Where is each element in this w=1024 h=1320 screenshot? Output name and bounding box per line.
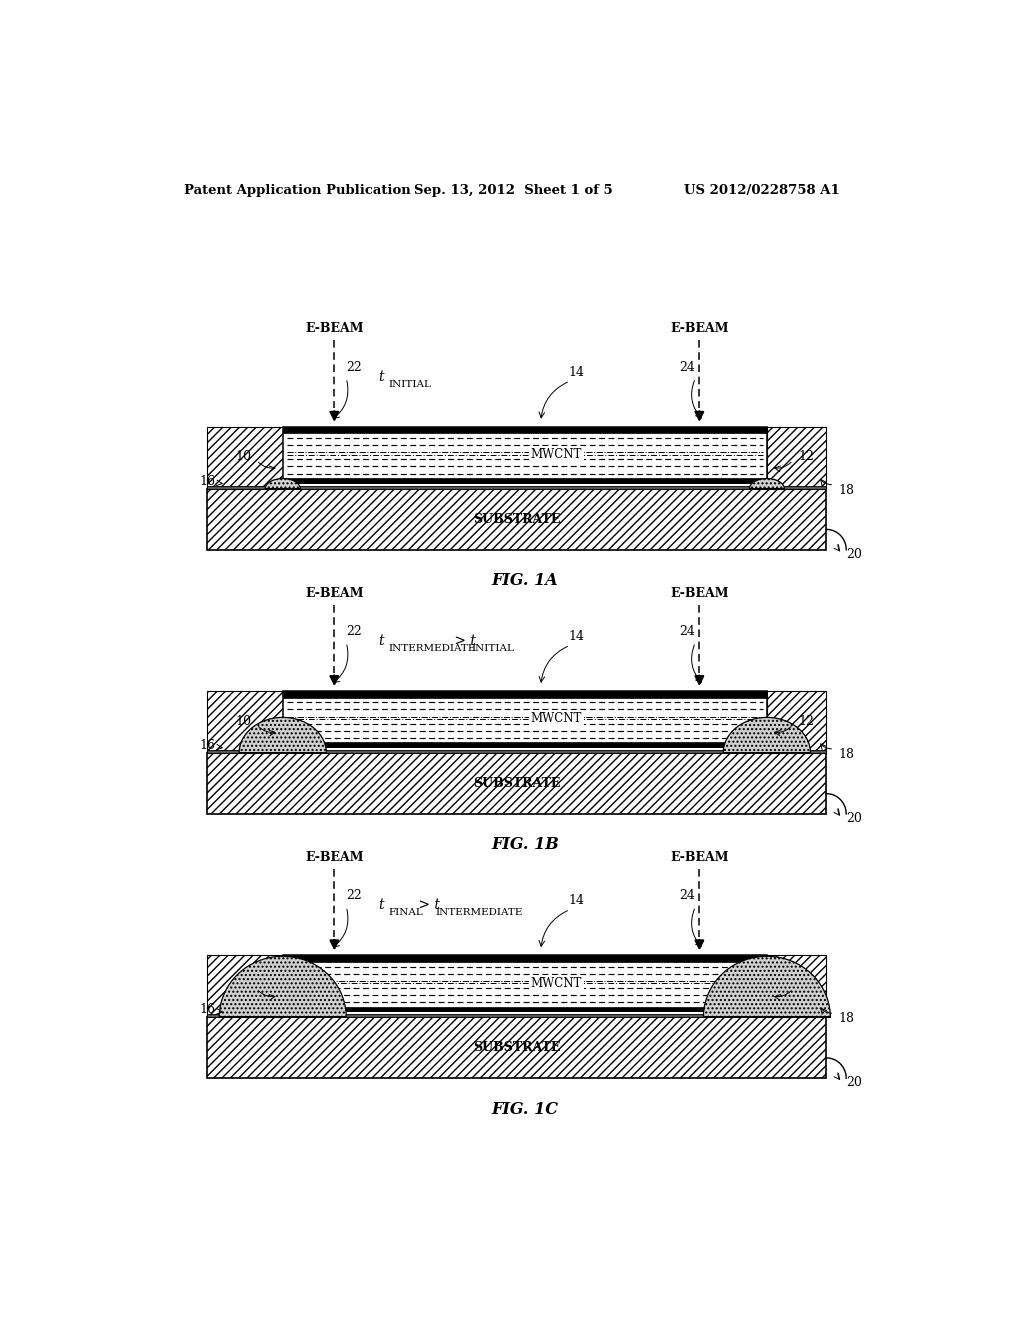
Text: INTERMEDIATE: INTERMEDIATE [388,644,476,653]
Text: SUBSTRATE: SUBSTRATE [473,777,560,789]
Text: 10: 10 [234,979,251,991]
Text: 20: 20 [846,548,862,561]
Bar [207,956,283,1018]
Polygon shape [703,956,830,1018]
Polygon shape [219,956,346,1018]
Text: 18: 18 [839,484,854,496]
Bar [283,956,767,1011]
Text: FIG. 1B: FIG. 1B [490,837,559,853]
Text: E-BEAM: E-BEAM [670,586,729,599]
Bar [283,956,767,962]
Bar [207,426,283,488]
Bar [207,1018,826,1078]
Text: US 2012/0228758 A1: US 2012/0228758 A1 [684,183,840,197]
Bar [207,1014,826,1018]
Text: t: t [378,370,384,384]
Text: > t: > t [451,634,476,648]
Text: 12: 12 [799,979,814,991]
Polygon shape [265,479,300,488]
Text: 12: 12 [799,714,814,727]
Polygon shape [240,718,327,752]
Text: 16: 16 [200,1003,215,1016]
Text: 24: 24 [680,360,695,374]
Text: MWCNT: MWCNT [530,713,583,726]
Text: FINAL: FINAL [388,908,423,917]
Text: t: t [378,634,384,648]
Bar [283,690,767,747]
Polygon shape [750,479,784,488]
Text: INTERMEDIATE: INTERMEDIATE [435,908,523,917]
Text: 10: 10 [234,450,251,463]
Text: FIG. 1C: FIG. 1C [492,1101,558,1118]
Text: E-BEAM: E-BEAM [305,322,364,335]
Text: E-BEAM: E-BEAM [670,322,729,335]
Bar [207,752,826,814]
Bar [283,690,767,698]
Text: 22: 22 [346,890,362,903]
Bar [767,426,826,488]
Text: E-BEAM: E-BEAM [670,851,729,863]
Text: MWCNT: MWCNT [530,449,583,461]
Text: 14: 14 [568,630,585,643]
Text: 24: 24 [680,890,695,903]
Text: SUBSTRATE: SUBSTRATE [473,1041,560,1055]
Text: FIG. 1A: FIG. 1A [492,572,558,589]
Bar [283,426,767,483]
Bar [283,742,767,747]
Polygon shape [723,718,811,752]
Bar [767,956,826,1018]
Text: Sep. 13, 2012  Sheet 1 of 5: Sep. 13, 2012 Sheet 1 of 5 [414,183,612,197]
Text: 14: 14 [568,895,585,907]
Text: 10: 10 [234,714,251,727]
Bar [283,1007,767,1011]
Text: > t: > t [414,899,440,912]
Text: 18: 18 [839,748,854,762]
Bar [207,690,283,752]
Text: INITIAL: INITIAL [388,380,431,388]
Bar [283,478,767,483]
Text: E-BEAM: E-BEAM [305,851,364,863]
Text: 16: 16 [200,475,215,487]
Text: MWCNT: MWCNT [530,977,583,990]
Text: 20: 20 [846,812,862,825]
Text: 16: 16 [200,739,215,752]
Bar [283,426,767,433]
Text: SUBSTRATE: SUBSTRATE [473,512,560,525]
Bar [207,488,826,549]
Text: Patent Application Publication: Patent Application Publication [183,183,411,197]
Bar [207,750,826,752]
Text: 22: 22 [346,626,362,638]
Text: 18: 18 [839,1012,854,1026]
Bar [767,690,826,752]
Text: 20: 20 [846,1076,862,1089]
Text: 14: 14 [568,366,585,379]
Text: 12: 12 [799,450,814,463]
Text: E-BEAM: E-BEAM [305,586,364,599]
Text: t: t [378,899,384,912]
Text: 24: 24 [680,626,695,638]
Text: 22: 22 [346,360,362,374]
Text: INITIAL: INITIAL [472,644,514,653]
Bar [207,486,826,488]
